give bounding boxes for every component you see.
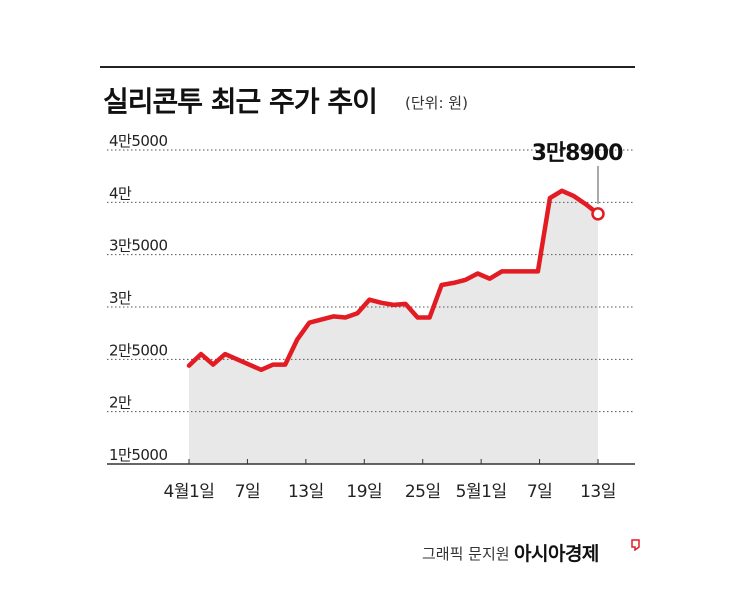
x-tick-label: 25일 (405, 482, 441, 502)
x-tick-label: 5월1일 (456, 482, 507, 502)
x-tick-label: 19일 (346, 482, 382, 502)
y-tick-label: 4만 (109, 184, 132, 202)
x-tick-label: 7일 (235, 482, 260, 502)
price-line (186, 188, 601, 373)
y-tick-label: 2만5000 (109, 341, 168, 359)
page-title: 실리콘투 최근 주가 추이 (103, 85, 378, 118)
y-tick-label: 3만 (109, 289, 132, 307)
y-tick-label: 3만5000 (109, 237, 168, 255)
x-tick-label: 13일 (288, 482, 324, 502)
unit-label: (단위: 원) (405, 94, 468, 112)
title-rule (100, 66, 635, 68)
y-tick-label: 1만5000 (109, 446, 168, 464)
x-tick-label: 4월1일 (164, 482, 215, 502)
last-price-label: 3만8900 (532, 141, 623, 166)
last-price-marker (591, 207, 605, 221)
x-tick-label: 7일 (527, 482, 552, 502)
brand-logo-text: 아시아경제 (514, 543, 599, 565)
x-tick-label: 13일 (580, 482, 616, 502)
graphic-credit: 그래픽 문지원 (422, 545, 510, 563)
y-tick-label: 2만 (109, 394, 132, 412)
brand-mark-icon (631, 539, 640, 551)
y-tick-label: 4만5000 (109, 132, 168, 150)
area-fill (189, 190, 598, 465)
